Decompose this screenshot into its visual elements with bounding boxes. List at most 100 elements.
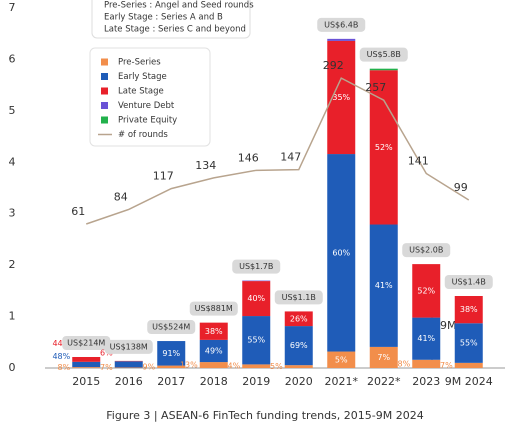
share-label: 35% [332, 93, 350, 102]
share-label: 38% [460, 305, 478, 314]
legend-label: # of rounds [118, 130, 168, 140]
bar-segment [72, 367, 101, 368]
total-label-box [232, 259, 281, 274]
bar-segment [284, 311, 313, 327]
y-tick-label: 2 [9, 258, 16, 271]
total-label: US$1.7B [239, 262, 273, 271]
bar-segment [242, 280, 271, 282]
share-label: 7% [377, 353, 390, 362]
total-label: US$881M [195, 304, 233, 313]
rounds-label: 84 [114, 190, 128, 203]
note-box: Pre-Series : Angel and Seed rounds Early… [91, 0, 254, 39]
share-label: 7% [440, 361, 453, 370]
bar-segment [242, 364, 271, 368]
total-label: US$2.0B [409, 246, 443, 255]
legend-swatch [101, 102, 108, 109]
legend-frame [89, 47, 211, 147]
bar-segment [199, 362, 228, 368]
total-label-box [402, 243, 451, 258]
x-tick-label: 2018 [200, 375, 228, 388]
y-tick-label: 1 [9, 310, 16, 323]
total-label: US$214M [67, 338, 105, 347]
note-line: Pre-Series : Angel and Seed rounds [104, 1, 254, 11]
total-label: US$6.4B [324, 20, 358, 29]
x-tick-label: 2022* [367, 375, 401, 388]
total-label: US$5.8B [367, 50, 401, 59]
bar-segment [369, 68, 398, 71]
x-tick-label: 9M 2024 [445, 375, 493, 388]
total-label-box [274, 290, 323, 305]
chart-title: Figure 3 | ASEAN-6 FinTech funding trend… [106, 409, 423, 422]
bar-segment [454, 362, 483, 368]
note-frame [91, 0, 251, 39]
total-label-box [444, 275, 493, 289]
annotation: 9M [440, 319, 457, 332]
y-tick-label: 6 [9, 52, 16, 65]
share-label: 5% [270, 362, 283, 371]
bar-segment [114, 367, 143, 368]
share-label: 4% [228, 362, 241, 371]
rounds-label: 147 [280, 151, 301, 164]
share-label: 38% [205, 327, 223, 336]
total-label-box [147, 320, 196, 335]
legend-label: Pre-Series [118, 58, 161, 68]
share-label: 52% [375, 143, 393, 152]
legend-swatch [101, 58, 108, 66]
legend-swatch [101, 73, 108, 80]
legend: Pre-Series Early Stage Late Stage Venture D… [98, 58, 177, 140]
bar-segment [284, 326, 313, 366]
bar-segment [369, 346, 398, 368]
share-label: 69% [290, 341, 308, 350]
total-label-box [189, 301, 238, 316]
bar-segment [454, 323, 483, 363]
y-tick-label: 0 [9, 361, 16, 374]
bar-segment [199, 339, 228, 363]
share-label: 52% [417, 286, 435, 295]
share-label: 41% [375, 281, 393, 290]
note-line: Early Stage : Series A and B [104, 13, 223, 23]
x-tick-label: 2020 [285, 375, 313, 388]
x-tick-label: 2016 [115, 375, 143, 388]
x-tick-label: 2023 [412, 375, 440, 388]
bar-segment [242, 281, 271, 317]
rounds-label: 292 [323, 59, 344, 72]
x-tick-label: 2021* [325, 375, 359, 388]
bar-segment [284, 365, 313, 368]
bar-segment [327, 38, 356, 41]
share-label: 48% [52, 352, 70, 361]
y-tick-label: 7 [9, 1, 16, 14]
bar-segment [412, 264, 441, 318]
share-label: 7% [100, 363, 113, 372]
rounds-label: 61 [71, 205, 85, 218]
share-label: 8% [398, 359, 411, 368]
bar-segment [412, 317, 441, 360]
share-label: 5% [335, 355, 348, 364]
bar-segment [199, 322, 228, 340]
total-label: US$1.1B [282, 293, 316, 302]
bar-segment [327, 351, 356, 368]
rounds-label: 99 [454, 181, 468, 194]
share-label: 41% [417, 334, 435, 343]
bar-segment [114, 361, 143, 368]
rounds-label: 117 [153, 170, 174, 183]
legend-label: Venture Debt [118, 101, 175, 111]
total-label-box [317, 17, 366, 32]
legend-label: Early Stage [118, 72, 167, 82]
share-label: 44% [52, 339, 70, 348]
total-label: US$1.4B [452, 278, 486, 287]
y-tick-label: 4 [9, 155, 16, 168]
share-label: 60% [332, 248, 350, 257]
total-label: US$138M [110, 342, 148, 351]
bar-segment [242, 316, 271, 365]
bar-segment [412, 359, 441, 368]
x-tick-label: 2017 [157, 375, 185, 388]
legend-swatch [101, 116, 108, 124]
legend-swatch [101, 87, 108, 95]
legend-label: Late Stage [118, 87, 164, 97]
note-line: Late Stage : Series C and beyond [104, 25, 246, 35]
rounds-label: 141 [408, 154, 429, 167]
total-label-box [104, 339, 153, 354]
total-label-box [359, 47, 408, 62]
total-label-box [62, 335, 111, 350]
